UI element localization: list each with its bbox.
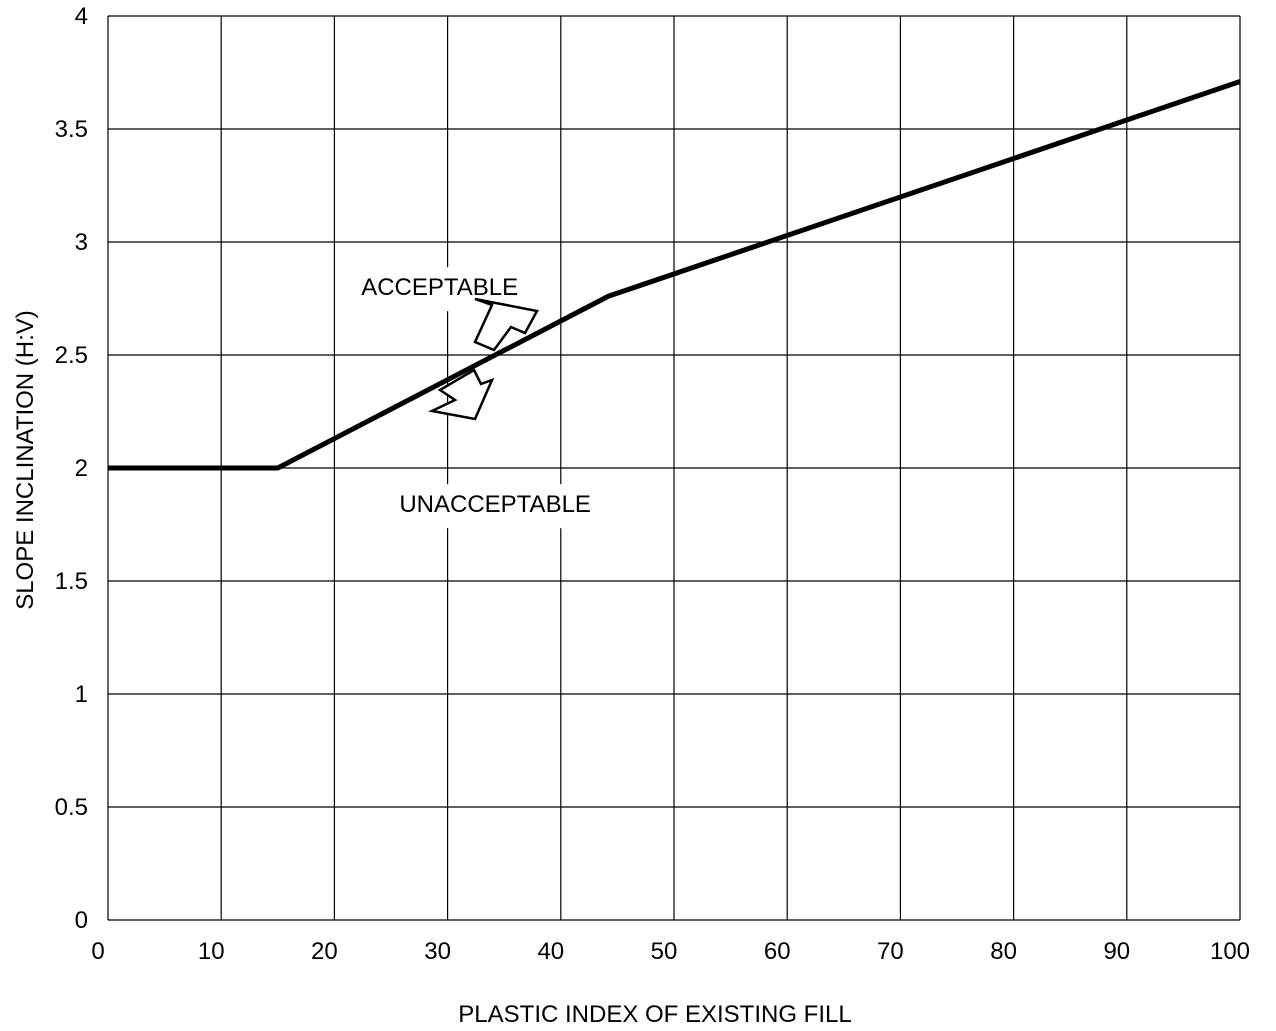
- y-tick-label: 0: [75, 907, 88, 934]
- x-tick-label: 80: [990, 938, 1017, 965]
- x-tick-label: 100: [1210, 938, 1250, 965]
- x-tick-label: 90: [1103, 938, 1130, 965]
- y-tick-label: 0.5: [55, 794, 88, 821]
- x-tick-label: 20: [311, 938, 338, 965]
- y-tick-label: 1: [75, 681, 88, 708]
- y-tick-label: 1.5: [55, 568, 88, 595]
- y-tick-label: 3.5: [55, 116, 88, 143]
- x-tick-label: 60: [764, 938, 791, 965]
- annotation-background: [400, 484, 591, 529]
- y-tick-labels: 0 0.5 1 1.5 2 2.5 3 3.5 4: [55, 3, 88, 934]
- x-tick-label: 40: [537, 938, 564, 965]
- x-tick-label: 50: [651, 938, 678, 965]
- y-tick-label: 2.5: [55, 342, 88, 369]
- x-tick-labels: 0 10 20 30 40 50 60 70 80 90 100: [91, 938, 1250, 965]
- up-arrow-icon: [473, 297, 539, 352]
- acceptable-label: ACCEPTABLE: [361, 274, 518, 301]
- x-tick-label: 0: [91, 938, 104, 965]
- y-tick-label: 4: [75, 3, 88, 30]
- annotations: ACCEPTABLE UNACCEPTABLE: [361, 274, 591, 518]
- unacceptable-label: UNACCEPTABLE: [399, 491, 591, 518]
- direction-arrows: [428, 297, 539, 421]
- x-tick-label: 70: [877, 938, 904, 965]
- x-axis-title: PLASTIC INDEX OF EXISTING FILL: [458, 1001, 851, 1028]
- x-tick-label: 30: [424, 938, 451, 965]
- y-axis-title: SLOPE INCLINATION (H:V): [12, 310, 39, 610]
- grid-lines: [107, 15, 1241, 921]
- y-tick-label: 3: [75, 229, 88, 256]
- x-tick-label: 10: [198, 938, 225, 965]
- series-line: [108, 79, 1241, 471]
- y-tick-label: 2: [75, 455, 88, 482]
- data-series: [108, 79, 1241, 471]
- down-arrow-icon: [428, 368, 495, 421]
